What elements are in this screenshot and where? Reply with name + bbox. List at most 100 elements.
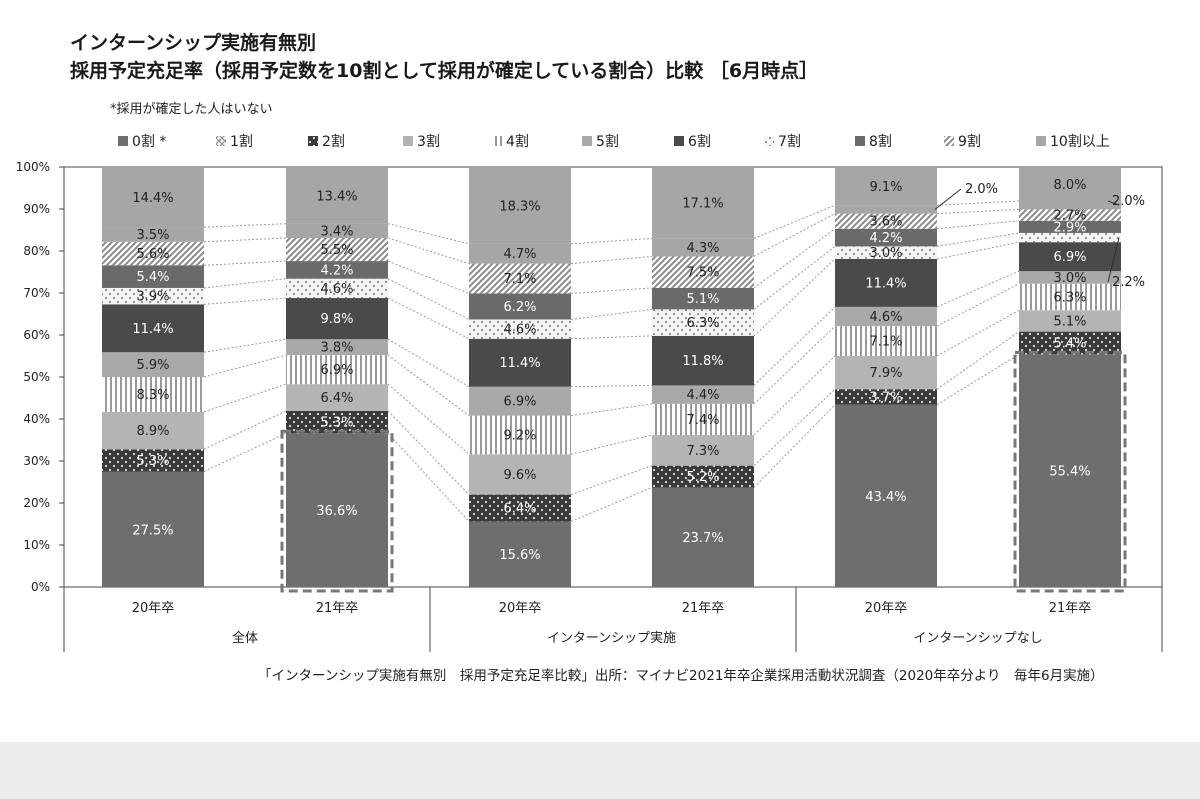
bar-segment bbox=[835, 306, 937, 327]
data-label: 8.3% bbox=[136, 388, 169, 403]
legend-label: 5割 bbox=[596, 133, 619, 150]
data-label: 7.1% bbox=[869, 335, 902, 350]
connector-line bbox=[753, 245, 836, 310]
connector-line bbox=[387, 260, 470, 294]
data-label: 3.6% bbox=[869, 215, 902, 230]
bar-stacks bbox=[102, 167, 1127, 593]
connector-line bbox=[936, 283, 1020, 327]
legend-label: 4割 bbox=[506, 133, 529, 150]
data-label: 7.1% bbox=[503, 272, 536, 287]
bar-segment bbox=[1019, 209, 1121, 221]
data-label: 9.2% bbox=[503, 428, 536, 443]
data-label: 5.1% bbox=[686, 292, 719, 307]
connector-line bbox=[570, 403, 653, 417]
connector-line bbox=[753, 228, 836, 289]
bar-segment bbox=[1019, 242, 1121, 272]
data-label: 3.0% bbox=[869, 246, 902, 261]
connector-line bbox=[936, 309, 1020, 357]
y-tick-label: 50% bbox=[23, 370, 50, 384]
data-label: 3.7% bbox=[869, 390, 902, 405]
data-label: 5.4% bbox=[1053, 336, 1086, 351]
y-tick-label: 40% bbox=[23, 412, 50, 426]
legend-label: 7割 bbox=[778, 133, 801, 150]
bar-segment bbox=[652, 309, 754, 336]
bar-segment bbox=[1019, 283, 1121, 311]
legend-swatch bbox=[216, 136, 226, 146]
connector-line bbox=[203, 260, 287, 266]
bottom-band bbox=[0, 742, 1200, 799]
bar-segment bbox=[652, 256, 754, 288]
bar-segment bbox=[835, 326, 937, 356]
legend-label: 1割 bbox=[230, 133, 253, 150]
data-label: 2.0% bbox=[965, 182, 998, 197]
bar-segment bbox=[652, 465, 754, 488]
connector-line bbox=[387, 237, 470, 265]
bar-segment bbox=[469, 263, 571, 294]
bar-segment bbox=[1019, 331, 1121, 355]
x-tick-label: 20年卒 bbox=[499, 601, 542, 616]
connector-line bbox=[753, 204, 836, 239]
bar-segment bbox=[1019, 271, 1121, 284]
connector-line bbox=[570, 255, 653, 265]
bar-segment bbox=[835, 389, 937, 405]
legend-label: 8割 bbox=[869, 133, 892, 150]
connector-line bbox=[936, 331, 1020, 390]
bar-segment bbox=[102, 352, 204, 377]
connector-line bbox=[203, 383, 287, 413]
bar-segment bbox=[1019, 201, 1121, 210]
bar-segment-top bbox=[102, 167, 204, 228]
y-tick-label: 30% bbox=[23, 454, 50, 468]
data-label: 7.3% bbox=[686, 444, 719, 459]
bar-segment bbox=[652, 238, 754, 257]
bar-segment bbox=[469, 319, 571, 339]
bar-segment bbox=[469, 386, 571, 416]
y-tick-label: 70% bbox=[23, 286, 50, 300]
bar-segment bbox=[286, 223, 388, 238]
connector-line bbox=[203, 223, 287, 228]
connector-line bbox=[387, 432, 470, 522]
data-label: 5.4% bbox=[136, 270, 169, 285]
bar-segment bbox=[286, 298, 388, 340]
y-tick-label: 80% bbox=[23, 244, 50, 258]
bar-segment-top bbox=[835, 167, 937, 206]
bar-segment bbox=[835, 246, 937, 259]
data-label: 8.0% bbox=[1053, 178, 1086, 193]
data-label: 6.9% bbox=[503, 395, 536, 410]
bar-segment bbox=[835, 258, 937, 307]
bar-segment bbox=[469, 454, 571, 495]
bar-segment bbox=[1019, 220, 1121, 233]
bar-segment bbox=[102, 304, 204, 353]
footnote-asterisk: *採用が確定した人はいない bbox=[110, 102, 273, 117]
data-label: 6.3% bbox=[686, 316, 719, 331]
connector-line bbox=[203, 297, 287, 305]
data-label: 27.5% bbox=[132, 523, 173, 538]
data-label: 6.9% bbox=[320, 363, 353, 378]
connector-line bbox=[936, 270, 1020, 308]
data-label: 3.5% bbox=[136, 228, 169, 243]
data-label: 14.4% bbox=[132, 191, 173, 206]
y-tick-label: 60% bbox=[23, 328, 50, 342]
connector-line bbox=[203, 237, 287, 243]
y-tick-label: 0% bbox=[31, 580, 50, 594]
source-note: 「インターンシップ実施有無別 採用予定充足率比較」出所：マイナビ2021年卒企業… bbox=[258, 668, 1104, 684]
bar-segment-top bbox=[1019, 167, 1121, 202]
chart-axes: 0% 10% 20% 30% 40% 50% 60% 70% 80% 90% 100% bbox=[16, 160, 1163, 652]
data-label: 2.2% bbox=[1112, 275, 1145, 290]
bar-segment bbox=[835, 228, 937, 247]
bar-segment bbox=[835, 356, 937, 390]
bar-segment bbox=[469, 243, 571, 264]
connector-line bbox=[936, 353, 1020, 406]
connector-line bbox=[387, 410, 470, 495]
plot-frame bbox=[63, 166, 1163, 588]
y-tick-label: 20% bbox=[23, 496, 50, 510]
chart-legend: 0割 * 1割 2割 3割 4割 5割 6割 7割 8割 9割 10割以上 bbox=[118, 133, 1110, 150]
legend-label: 9割 bbox=[958, 133, 981, 150]
data-label: 7.5% bbox=[686, 266, 719, 281]
chart-title-line2: 採用予定充足率（採用予定数を10割として採用が確定している割合）比較 ［6月時点… bbox=[70, 60, 819, 82]
legend-swatch bbox=[118, 136, 128, 146]
bar-segment-top bbox=[286, 167, 388, 224]
callout-line bbox=[934, 188, 962, 210]
data-label: 6.2% bbox=[503, 300, 536, 315]
data-label: 2.9% bbox=[1053, 220, 1086, 235]
data-label: 8.9% bbox=[136, 424, 169, 439]
